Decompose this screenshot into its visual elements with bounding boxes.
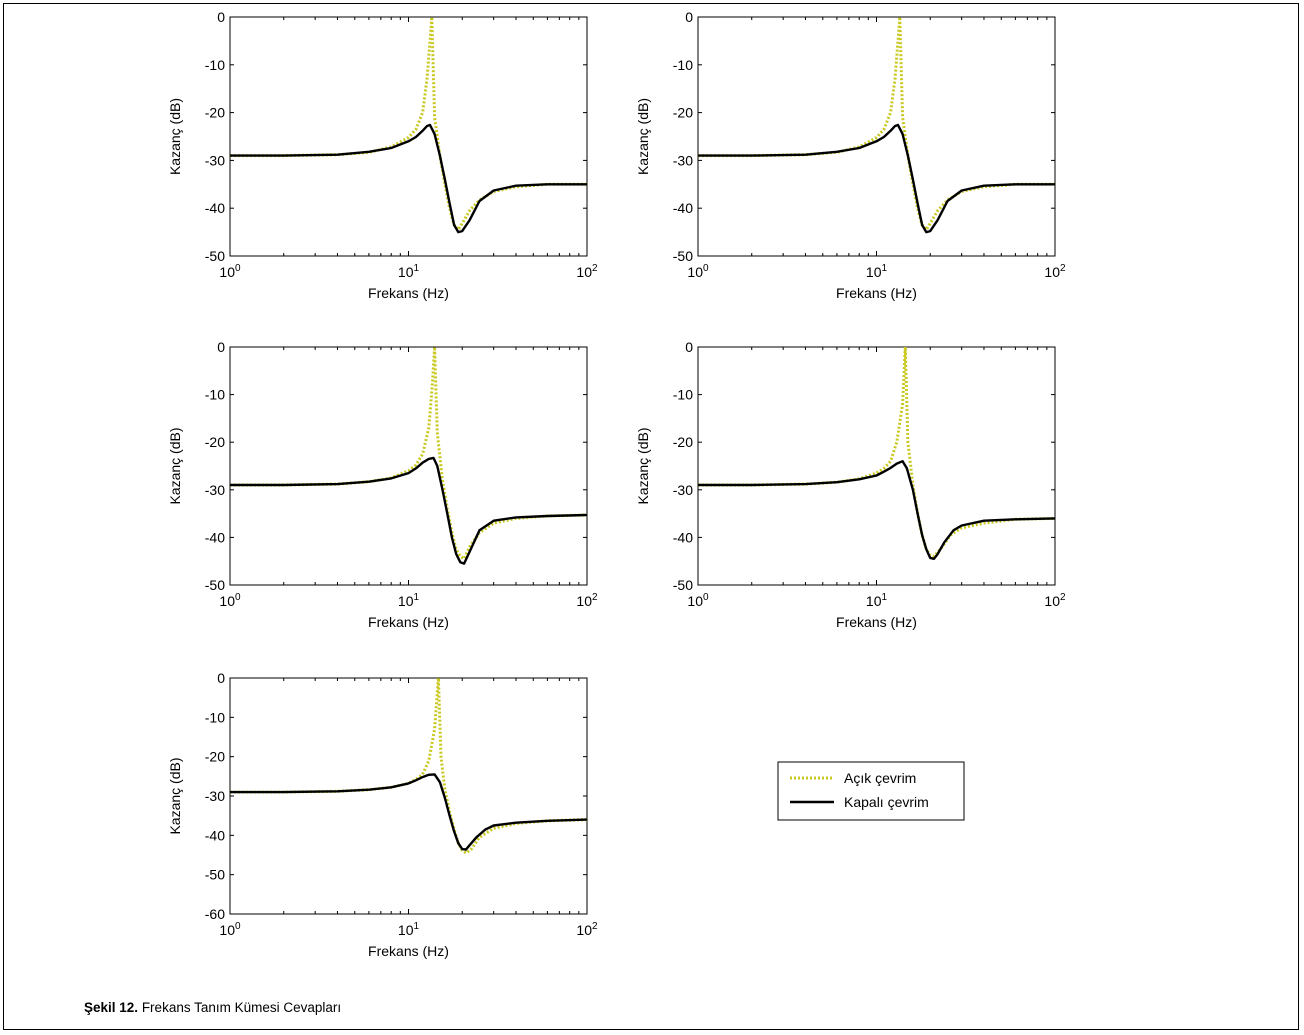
- x-tick-label: 100: [687, 592, 709, 609]
- legend-label: Kapalı çevrim: [844, 794, 929, 810]
- x-axis-label: Frekans (Hz): [368, 943, 449, 959]
- y-tick-label: -40: [205, 827, 225, 843]
- series-line-kapali-cevrim: [230, 773, 587, 851]
- x-axis-label: Frekans (Hz): [836, 285, 917, 301]
- y-tick-label: -20: [205, 749, 225, 765]
- y-axis-label: Kazanç (dB): [167, 427, 183, 504]
- y-tick-label: -20: [205, 434, 225, 450]
- y-tick-label: -50: [673, 248, 693, 264]
- y-tick-label: -50: [205, 867, 225, 883]
- caption-text: Frekans Tanım Kümesi Cevapları: [141, 1000, 342, 1015]
- x-tick-label: 101: [866, 263, 888, 280]
- axes-box: [697, 346, 1056, 586]
- x-tick-label: 101: [398, 263, 420, 280]
- y-tick-label: -40: [205, 200, 225, 216]
- series-line-kapali-cevrim: [230, 123, 587, 234]
- y-tick-label: -20: [673, 105, 693, 121]
- y-tick-label: -30: [205, 788, 225, 804]
- figure-frame: 0 -10 -20 -30 -40 -50 100 101 102 Frekans (Hz) Kaz…: [3, 3, 1299, 1030]
- y-axis-label: Kazanç (dB): [167, 98, 183, 175]
- y-tick-label: 0: [217, 339, 225, 355]
- y-axis-label: Kazanç (dB): [635, 427, 651, 504]
- x-tick-label: 100: [219, 263, 241, 280]
- x-tick-label: 102: [576, 921, 598, 938]
- y-tick-label: -10: [205, 57, 225, 73]
- y-tick-label: -30: [673, 482, 693, 498]
- x-axis-label: Frekans (Hz): [368, 614, 449, 630]
- x-tick-label: 102: [576, 592, 598, 609]
- y-tick-label: -40: [673, 529, 693, 545]
- x-tick-label: 100: [219, 921, 241, 938]
- legend-label: Açık çevrim: [844, 770, 916, 786]
- x-tick-label: 100: [219, 592, 241, 609]
- y-tick-label: -30: [205, 152, 225, 168]
- axes-box: [697, 16, 1056, 257]
- axes-box: [229, 16, 588, 257]
- legend-box: [777, 761, 965, 821]
- series-line-kapali-cevrim: [698, 460, 1055, 560]
- x-tick-label: 101: [866, 592, 888, 609]
- axes-box: [229, 346, 588, 586]
- x-tick-label: 102: [1044, 592, 1066, 609]
- x-tick-label: 101: [398, 921, 420, 938]
- figure-caption: Şekil 12. Frekans Tanım Kümesi Cevapları: [84, 1000, 341, 1015]
- y-tick-label: 0: [685, 339, 693, 355]
- x-tick-label: 101: [398, 592, 420, 609]
- y-axis-label: Kazanç (dB): [167, 757, 183, 834]
- axes-box: [229, 677, 588, 915]
- y-tick-label: -30: [205, 482, 225, 498]
- y-tick-label: -50: [673, 577, 693, 593]
- y-axis-label: Kazanç (dB): [635, 98, 651, 175]
- y-tick-label: -50: [205, 577, 225, 593]
- y-tick-label: -40: [673, 200, 693, 216]
- x-axis-label: Frekans (Hz): [836, 614, 917, 630]
- series-line-kapali-cevrim: [698, 123, 1055, 234]
- caption-label: Şekil 12.: [84, 1000, 139, 1015]
- x-tick-label: 102: [1044, 263, 1066, 280]
- y-tick-label: -60: [205, 906, 225, 922]
- y-tick-label: -40: [205, 529, 225, 545]
- y-tick-label: -50: [205, 248, 225, 264]
- x-tick-label: 100: [687, 263, 709, 280]
- y-tick-label: -10: [205, 709, 225, 725]
- y-tick-label: 0: [685, 9, 693, 25]
- y-tick-label: -10: [205, 387, 225, 403]
- y-tick-label: -30: [673, 152, 693, 168]
- series-line-kapali-cevrim: [230, 456, 587, 565]
- y-tick-label: -20: [205, 105, 225, 121]
- y-tick-label: 0: [217, 670, 225, 686]
- x-axis-label: Frekans (Hz): [368, 285, 449, 301]
- y-tick-label: 0: [217, 9, 225, 25]
- y-tick-label: -10: [673, 387, 693, 403]
- y-tick-label: -20: [673, 434, 693, 450]
- y-tick-label: -10: [673, 57, 693, 73]
- legend: Açık çevrim Kapalı çevrim: [777, 761, 965, 821]
- x-tick-label: 102: [576, 263, 598, 280]
